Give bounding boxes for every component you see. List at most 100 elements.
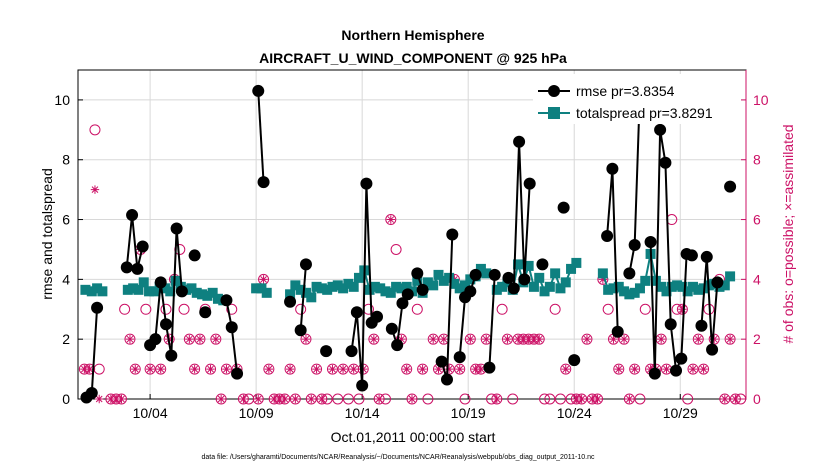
obs-assimilated-marker: [328, 364, 337, 374]
obs-assimilated-marker: [429, 334, 438, 344]
totalspread-point: [285, 289, 296, 300]
totalspread-point: [295, 284, 306, 295]
rmse-point: [706, 343, 719, 356]
totalspread-point: [608, 283, 619, 294]
x-tick-label: 10/09: [239, 405, 274, 421]
obs-possible-marker: [454, 363, 466, 375]
rmse-point: [654, 123, 667, 136]
rmse-point: [711, 276, 724, 289]
obs-possible-marker: [295, 303, 307, 315]
totalspread-point: [92, 283, 103, 294]
obs-assimilated-marker: [190, 364, 199, 374]
rmse-point: [188, 249, 201, 262]
rmse-point: [170, 222, 183, 235]
x-tick-label: 10/04: [133, 405, 168, 421]
rmse-point: [294, 324, 307, 337]
totalspread-point: [693, 284, 704, 295]
obs-possible-marker: [337, 363, 349, 375]
obs-assimilated-marker: [455, 364, 464, 374]
obs-possible-marker: [311, 363, 323, 375]
obs-assimilated-marker: [593, 394, 602, 404]
y-tick-label: 4: [62, 271, 70, 287]
obs-possible-marker: [155, 363, 167, 375]
totalspread-point: [433, 269, 444, 280]
totalspread-point: [348, 281, 359, 292]
obs-possible-marker: [373, 393, 385, 405]
rmse-point: [165, 349, 178, 362]
rmse-point: [659, 156, 672, 169]
obs-possible-marker: [226, 303, 238, 315]
obs-assimilated-marker: [513, 334, 523, 344]
obs-assimilated-marker: [374, 394, 384, 404]
totalspread-point: [375, 283, 386, 294]
obs-assimilated-marker: [503, 334, 512, 344]
totalspread-point: [534, 272, 545, 283]
obs-assimilated-marker: [646, 364, 655, 374]
y-right-tick-label: 6: [753, 212, 761, 228]
x-axis-label: Oct.01,2011 00:00:00 start: [331, 429, 496, 445]
obs-possible-marker: [140, 303, 152, 315]
totalspread-point: [202, 290, 213, 301]
obs-assimilated-marker: [156, 364, 165, 374]
rmse-point: [220, 294, 233, 307]
totalspread-point: [528, 281, 539, 292]
rmse-point: [252, 84, 265, 97]
obs-assimilated-marker: [312, 364, 321, 374]
y-tick-label: 2: [62, 331, 70, 347]
totalspread-point: [212, 293, 223, 304]
y-right-tick-label: 0: [753, 391, 761, 407]
legend-box: [533, 74, 741, 124]
obs-assimilated-marker: [471, 364, 480, 374]
rmse-point: [225, 321, 238, 334]
rmse-point: [435, 355, 448, 368]
obs-assimilated-marker: [614, 364, 623, 374]
totalspread-point: [444, 272, 455, 283]
rmse-point: [160, 318, 173, 331]
totalspread-point: [560, 277, 571, 288]
obs-assimilated-marker: [185, 334, 194, 344]
obs-assimilated-marker: [106, 394, 116, 404]
obs-assimilated-marker: [619, 334, 629, 344]
totalspread-point: [385, 287, 396, 298]
obs-assimilated-marker: [211, 334, 221, 344]
obs-possible-marker: [491, 393, 503, 405]
obs-assimilated-marker: [275, 394, 284, 404]
obs-possible-marker: [698, 363, 710, 375]
rmse-line: [299, 264, 307, 331]
obs-possible-marker: [263, 363, 275, 375]
obs-assimilated-marker: [572, 394, 581, 404]
totalspread-point: [539, 286, 550, 297]
rmse-point: [320, 345, 333, 358]
obs-possible-marker: [342, 393, 354, 405]
totalspread-point: [322, 284, 333, 295]
rmse-point: [523, 177, 536, 190]
obs-assimilated-marker: [111, 394, 121, 404]
totalspread-point: [687, 281, 698, 292]
obs-assimilated-marker: [492, 394, 502, 404]
totalspread-point: [86, 286, 97, 297]
totalspread-point: [603, 284, 614, 295]
obs-possible-marker: [623, 393, 635, 405]
obs-assimilated-marker: [609, 334, 618, 344]
obs-assimilated-marker: [280, 394, 289, 404]
totalspread-point: [149, 286, 160, 297]
chart-title: Northern Hemisphere: [341, 27, 484, 43]
totalspread-point: [144, 286, 155, 297]
totalspread-point: [656, 281, 667, 292]
obs-assimilated-marker: [80, 364, 89, 374]
obs-assimilated-marker: [402, 364, 411, 374]
y-axis-label-right: # of obs: o=possible; ×=assimilated: [780, 124, 796, 343]
totalspread-point: [619, 286, 630, 297]
gridlines: [78, 70, 746, 399]
obs-assimilated-marker: [476, 364, 486, 374]
obs-assimilated-marker: [720, 394, 729, 404]
obs-possible-marker: [326, 363, 338, 375]
totalspread-point: [207, 287, 218, 298]
legend-spread-label: totalspread pr=3.8291: [576, 105, 713, 121]
x-tick-label: 10/19: [451, 405, 486, 421]
totalspread-point: [454, 283, 465, 294]
obs-assimilated-marker: [444, 364, 454, 374]
obs-possible-marker: [613, 363, 625, 375]
y-right-tick-label: 4: [753, 271, 761, 287]
